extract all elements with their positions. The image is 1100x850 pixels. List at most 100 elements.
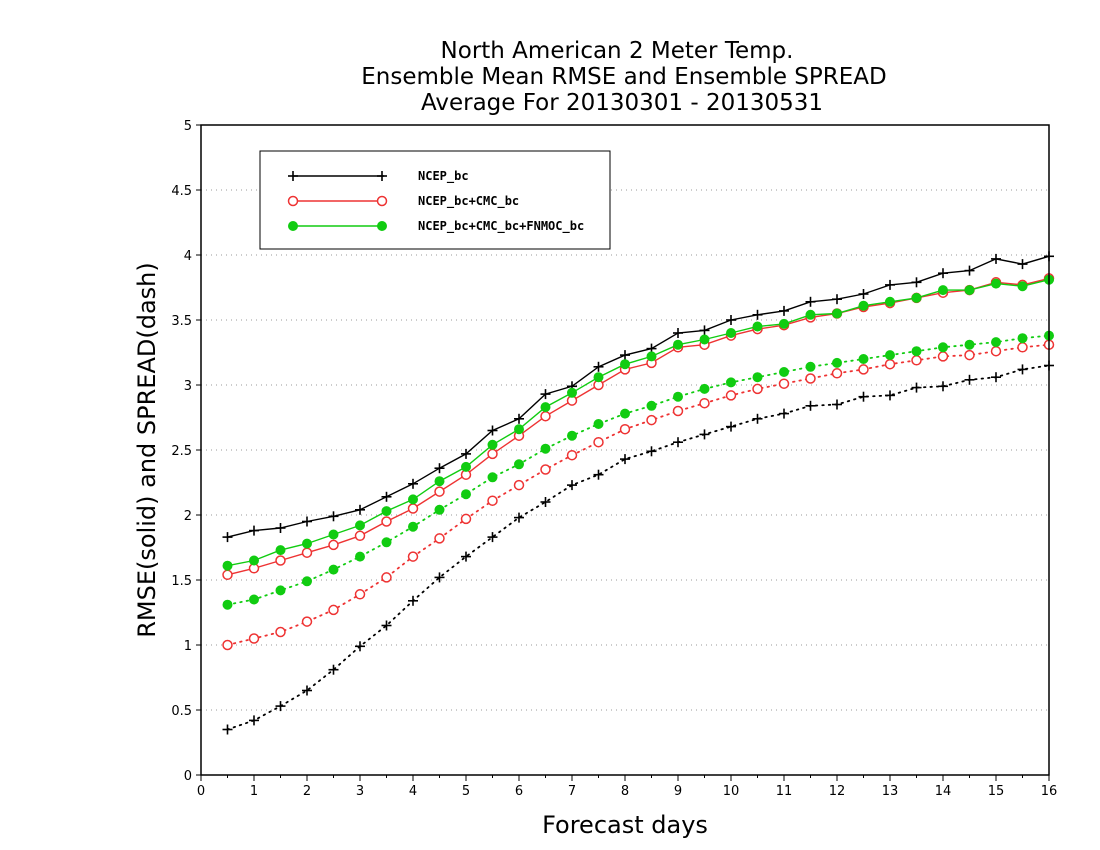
series-1-rmse-point-0 xyxy=(222,569,233,581)
series-0-spread-point-16 xyxy=(646,446,657,457)
series-0-rmse-point-1 xyxy=(249,525,259,536)
series-2-spread-point-6 xyxy=(381,537,392,548)
series-1-spread-point-22 xyxy=(805,373,816,384)
series-2-rmse-line xyxy=(227,279,1050,567)
series-0-spread-point-5 xyxy=(355,641,365,652)
legend-label-1: NCEP_bc+CMC_bc xyxy=(418,194,519,209)
series-2-spread-point-29 xyxy=(991,337,1001,348)
y-tick-label-0: 0 xyxy=(184,769,192,784)
series-0-spread-point-4 xyxy=(328,664,339,675)
legend-item-0: NCEP_bc xyxy=(288,169,469,184)
series-2-rmse-point-12 xyxy=(540,402,551,413)
series-1-spread-point-5 xyxy=(354,589,366,600)
series-0-rmse-point-24 xyxy=(858,289,869,299)
x-tick-label-14: 14 xyxy=(935,784,952,799)
x-tick-label-2: 2 xyxy=(303,784,311,799)
series-0-spread-point-30 xyxy=(1017,364,1028,375)
series-1-rmse-point-3 xyxy=(301,547,313,558)
series-0-rmse-point-8 xyxy=(434,463,445,474)
series-0-rmse-line xyxy=(227,255,1050,538)
series-1-spread-point-15 xyxy=(619,423,631,435)
y-tick-label-8: 4 xyxy=(184,249,192,264)
y-axis: 0 0.5 1 1.5 2 2.5 3 3.5 4 4.5 5 xyxy=(171,119,201,784)
series-0-rmse-point-30 xyxy=(1017,259,1028,270)
series-0-spread-point-22 xyxy=(805,400,816,411)
legend-marker-right-1 xyxy=(376,195,388,207)
legend-marker-right-2 xyxy=(377,221,387,231)
series-1-spread-point-29 xyxy=(990,345,1002,357)
series-1-rmse-point-10 xyxy=(487,448,498,460)
series-2-spread-point-23 xyxy=(832,357,842,368)
series-1-spread-point-19 xyxy=(725,390,737,401)
series-0-spread-point-19 xyxy=(726,421,736,432)
series-2-spread-point-11 xyxy=(514,459,524,470)
series-0-spread-point-7 xyxy=(408,595,418,606)
series-1-spread-point-4 xyxy=(328,604,339,616)
series-1-spread-point-25 xyxy=(884,358,896,370)
series-2-rmse-point-19 xyxy=(726,328,736,338)
series-2-rmse-point-16 xyxy=(646,351,657,362)
series-0-spread-line xyxy=(226,364,1050,731)
series-2-rmse-point-2 xyxy=(275,545,286,556)
series-0-spread-point-9 xyxy=(461,551,471,562)
series-1-spread-line xyxy=(226,343,1050,646)
series-1-spread-point-0 xyxy=(222,639,233,651)
series-0-spread-point-10 xyxy=(487,532,498,543)
legend: NCEP_bc NCEP_bc+CMC_bc NCEP_bc+CMC_bc+FNMO… xyxy=(259,150,611,250)
series-0-spread-point-13 xyxy=(567,480,577,491)
y-axis-label: RMSE(solid) and SPREAD(dash) xyxy=(133,262,161,638)
series-0-spread-point-18 xyxy=(699,429,710,440)
legend-marker-right-0 xyxy=(377,171,387,181)
x-tick-label-9: 9 xyxy=(674,784,682,799)
legend-box xyxy=(259,150,611,250)
series-0-spread-point-17 xyxy=(673,437,683,448)
series-2-spread-point-8 xyxy=(434,504,445,515)
series-1-rmse-point-12 xyxy=(540,410,551,422)
series-2-rmse-point-18 xyxy=(699,334,710,345)
series-0-rmse-point-20 xyxy=(752,309,763,320)
series-2-rmse-point-30 xyxy=(1017,281,1028,292)
y-tick-label-6: 3 xyxy=(184,379,192,394)
x-tick-label-5: 5 xyxy=(462,784,470,799)
legend-marker-left-2 xyxy=(288,221,298,231)
x-tick-label-6: 6 xyxy=(515,784,523,799)
series-0-spread-point-11 xyxy=(514,512,524,523)
series-2-rmse-point-13 xyxy=(567,387,577,398)
series-0-rmse-point-21 xyxy=(779,305,789,316)
x-tick-label-4: 4 xyxy=(409,784,417,799)
series-2-spread-point-19 xyxy=(726,377,736,388)
series-2-spread-point-24 xyxy=(858,354,869,364)
series-1-spread-point-17 xyxy=(672,405,684,417)
series-0-rmse-point-28 xyxy=(964,265,975,276)
series-2-rmse-point-9 xyxy=(461,461,471,472)
y-tick-label-3: 1.5 xyxy=(171,574,192,589)
x-tick-label-7: 7 xyxy=(568,784,576,799)
series-1-spread-point-30 xyxy=(1017,342,1028,353)
y-tick-label-1: 0.5 xyxy=(171,704,192,719)
series-2-spread-point-1 xyxy=(249,594,259,605)
series-1-rmse-point-7 xyxy=(407,503,419,514)
series-2-rmse-point-5 xyxy=(355,520,365,531)
series-2-rmse-point-28 xyxy=(964,285,975,296)
series-2-rmse-point-27 xyxy=(938,285,948,296)
series-2-rmse-point-20 xyxy=(752,321,763,332)
series-2-spread-point-30 xyxy=(1017,333,1028,344)
series-0-rmse-point-14 xyxy=(593,361,604,372)
series-2-spread-point-25 xyxy=(885,350,895,361)
chart-title: North American 2 Meter Temp. Ensemble Me… xyxy=(361,38,886,116)
series-2-rmse-point-15 xyxy=(620,359,630,370)
series-1-spread-point-14 xyxy=(593,436,604,448)
series-2-rmse-point-3 xyxy=(302,538,312,549)
series-0-rmse-point-6 xyxy=(381,491,392,502)
series-0-rmse-point-19 xyxy=(726,315,736,325)
series-0-spread-point-8 xyxy=(434,572,445,583)
series-0-rmse-point-7 xyxy=(408,478,418,489)
series-1-spread-point-27 xyxy=(937,351,949,362)
series-1-spread-point-24 xyxy=(858,364,869,375)
series-1-spread-point-16 xyxy=(646,414,657,426)
series-2-rmse-point-14 xyxy=(593,372,604,383)
series-0-rmse-point-4 xyxy=(328,511,339,522)
series-2-rmse-point-17 xyxy=(673,339,683,350)
title-line-3: Average For 20130301 - 20130531 xyxy=(421,90,823,116)
